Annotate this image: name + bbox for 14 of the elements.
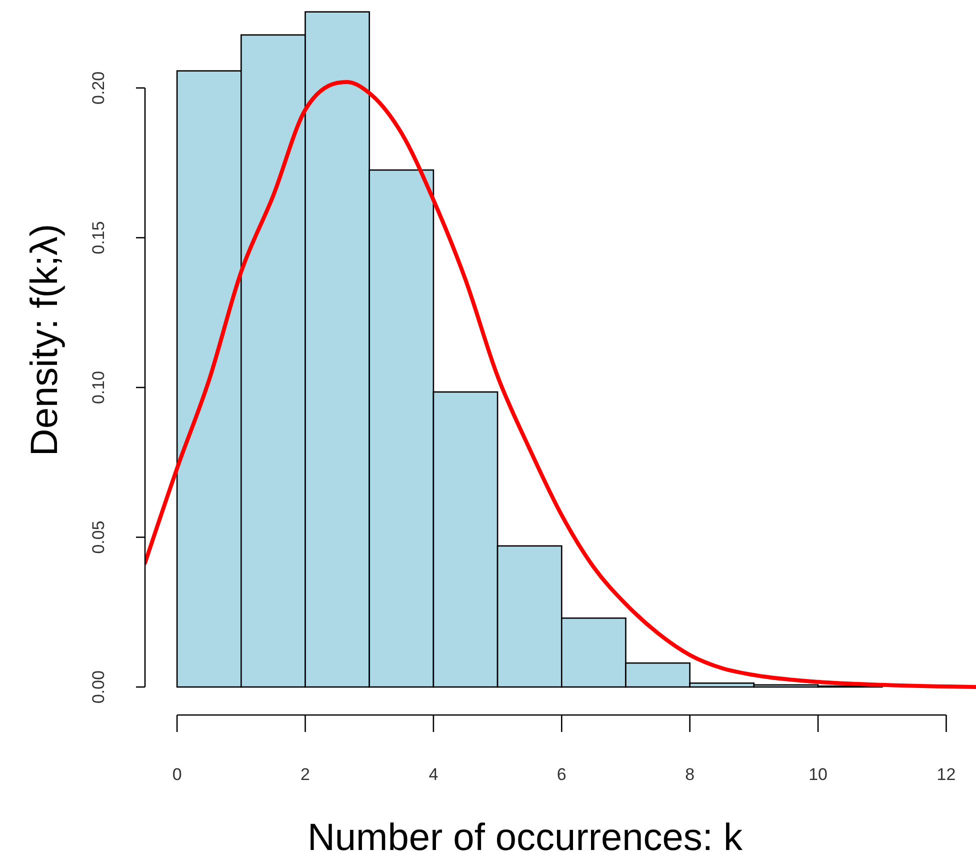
y-axis-title: Density: f(k;λ)	[24, 224, 66, 456]
y-tick-label: 0.00	[89, 670, 108, 704]
y-tick-label: 0.15	[89, 221, 108, 254]
x-tick-label: 8	[685, 765, 695, 784]
x-tick-label: 10	[808, 765, 828, 784]
x-tick-label: 6	[556, 765, 566, 784]
x-tick-label: 2	[300, 765, 310, 784]
y-tick-label: 0.05	[89, 520, 108, 554]
x-axis-title: Number of occurrences: k	[307, 817, 744, 859]
x-tick-label: 12	[936, 765, 956, 784]
x-tick-label: 0	[172, 765, 182, 784]
y-tick-label: 0.10	[89, 370, 108, 404]
x-tick-label: 4	[428, 765, 438, 784]
y-tick-label: 0.20	[89, 71, 108, 105]
